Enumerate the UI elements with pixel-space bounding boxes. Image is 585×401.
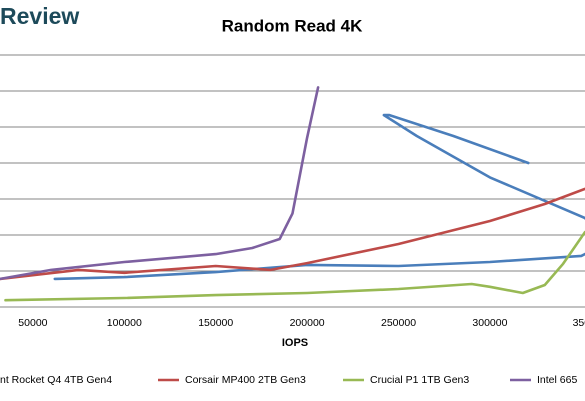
x-tick-label: 150000 (198, 317, 233, 329)
x-tick-label: 300000 (472, 317, 507, 329)
legend-label: Crucial P1 1TB Gen3 (370, 374, 469, 386)
line-series (4, 230, 585, 302)
legend-label: Corsair MP400 2TB Gen3 (185, 374, 306, 386)
line-series (0, 187, 585, 281)
line-series (0, 86, 320, 281)
chart-title: Random Read 4K (222, 16, 363, 35)
x-tick-label: 50000 (18, 317, 47, 329)
legend-label: nt Rocket Q4 4TB Gen4 (0, 374, 112, 386)
legend-label: Intel 665 (537, 374, 577, 386)
x-tick-label: 200000 (290, 317, 325, 329)
x-tick-label: 250000 (381, 317, 416, 329)
line-series (53, 113, 585, 281)
logo: Review (0, 3, 79, 29)
x-axis-label: IOPS (282, 337, 308, 349)
x-tick-label: 100000 (107, 317, 142, 329)
x-tick-label: 350 (573, 317, 585, 329)
